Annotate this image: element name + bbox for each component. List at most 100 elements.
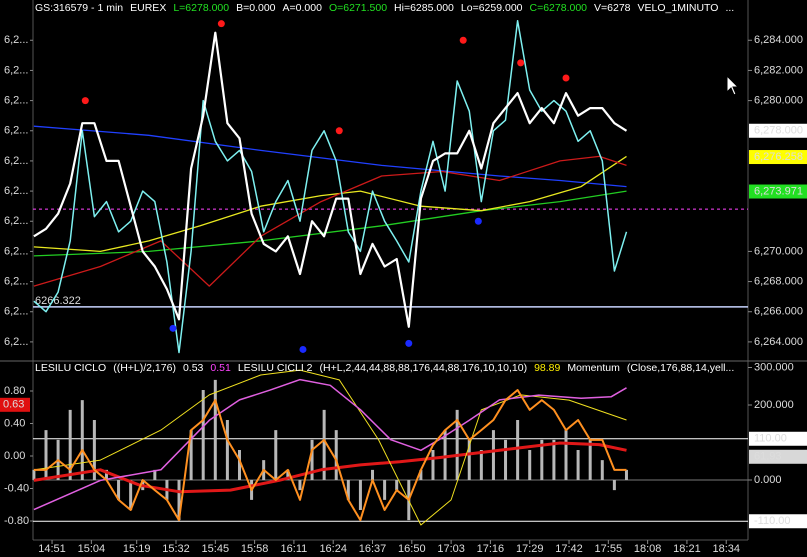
value-box <box>0 397 30 412</box>
y-tick-label: 0.40 <box>4 417 25 429</box>
x-tick-label: 17:42 <box>555 543 583 555</box>
x-tick-label: 16:11 <box>281 543 308 555</box>
value-box <box>749 123 807 138</box>
y-tick-label: 6,280.000 <box>754 95 803 107</box>
histogram-bar <box>189 430 193 481</box>
histogram-bar <box>600 460 604 481</box>
value-box-label: 6,273.971 <box>754 185 803 197</box>
header-item: LESILU CICLO <box>35 362 106 374</box>
pivot-dot <box>474 217 482 225</box>
y-tick-label: 6,2... <box>4 245 28 257</box>
y-tick-label: 6,282.000 <box>754 64 803 76</box>
level-box <box>749 514 807 529</box>
pivot-dot <box>169 324 177 332</box>
histogram-bar <box>564 430 568 481</box>
histogram-bar <box>491 430 495 481</box>
y-tick-label: 0.80 <box>4 385 25 397</box>
histogram-bar <box>286 469 290 481</box>
y-tick-label: 0.000 <box>754 474 782 486</box>
histogram-bar <box>213 379 217 481</box>
level-box-label: -110.00 <box>754 515 791 527</box>
x-tick-label: 17:55 <box>595 543 623 555</box>
value-box <box>749 184 807 199</box>
pivot-dot <box>299 345 307 353</box>
histogram-bar <box>32 469 36 481</box>
histogram-bar <box>588 439 592 481</box>
x-tick-label: 18:08 <box>634 543 662 555</box>
header-item: VELO_1MINUTO <box>638 2 719 14</box>
histogram-bar <box>310 439 314 481</box>
header-item: 98.89 <box>534 362 560 374</box>
x-tick-label: 18:21 <box>673 543 701 555</box>
value-box-label: 6,278.000 <box>754 125 803 137</box>
histogram-bar <box>153 469 157 481</box>
y-tick-label: 6,2... <box>4 306 28 318</box>
histogram-bar <box>237 450 241 481</box>
histogram-bar <box>455 409 459 481</box>
x-tick-label: 16:50 <box>398 543 426 555</box>
header-item: ... <box>725 2 734 14</box>
histogram-bar <box>44 430 48 481</box>
x-tick-label: 15:32 <box>162 543 190 555</box>
mouse-cursor <box>726 74 740 96</box>
x-tick-label: 15:58 <box>241 543 269 555</box>
series-line <box>33 155 627 287</box>
histogram-bar <box>201 390 205 481</box>
value-box-label: 0.63 <box>3 399 24 411</box>
x-tick-label: 15:04 <box>78 543 106 555</box>
pivot-dot <box>517 59 525 67</box>
pivot-dot <box>405 339 413 347</box>
header-item: A=0.000 <box>283 2 323 14</box>
x-tick-label: 15:19 <box>123 543 151 555</box>
histogram-bar <box>104 469 108 481</box>
histogram-bar <box>117 480 121 500</box>
histogram-bar <box>383 480 387 500</box>
histogram-bar <box>516 420 520 481</box>
histogram-bar <box>80 400 84 481</box>
histogram-bar <box>68 409 72 481</box>
x-tick-label: 15:45 <box>202 543 230 555</box>
y-tick-label: 0.00 <box>4 450 25 462</box>
series-line <box>33 125 627 188</box>
series-line <box>33 31 628 328</box>
x-tick-label: 17:29 <box>516 543 544 555</box>
y-tick-label: -0.40 <box>4 482 29 494</box>
header-item: C=6278.000 <box>530 2 588 14</box>
y-tick-label: 6,2... <box>4 275 28 287</box>
header-item: B=0.000 <box>236 2 276 14</box>
header-item: O=6271.500 <box>329 2 387 14</box>
histogram-bar <box>92 420 96 481</box>
pivot-dot <box>217 20 225 28</box>
value-box-label: 61.93 <box>754 451 782 463</box>
histogram-bar <box>479 450 483 481</box>
histogram-bar <box>274 430 278 481</box>
x-tick-label: 16:24 <box>319 543 347 555</box>
x-tick-label: 16:37 <box>359 543 387 555</box>
series-line <box>33 389 627 522</box>
y-tick-label: 6,266.000 <box>754 306 803 318</box>
y-tick-label: 6,2... <box>4 64 28 76</box>
header-item: (H+L,2,44,44,88,88,176,44,88,176,10,10,1… <box>320 362 528 374</box>
y-tick-label: 6,2... <box>4 34 28 46</box>
header-item: 0.53 <box>183 362 204 374</box>
histogram-bar <box>624 469 628 481</box>
histogram-bar <box>322 409 326 481</box>
histogram-bar <box>225 420 229 481</box>
y-tick-label: 6,268.000 <box>754 275 803 287</box>
level-label: 6266.322 <box>35 295 81 307</box>
y-tick-label: -0.80 <box>4 515 29 527</box>
histogram-bar <box>346 480 350 500</box>
histogram-bar <box>443 430 447 481</box>
x-tick-label: 14:51 <box>38 543 66 555</box>
histogram-bar <box>177 480 181 521</box>
y-tick-label: 6,270.000 <box>754 245 803 257</box>
header-item: GS:316579 - 1 min <box>35 2 123 14</box>
series-line <box>33 378 627 511</box>
header-item: L=6278.000 <box>173 2 229 14</box>
x-tick-label: 17:16 <box>477 543 505 555</box>
series-line <box>33 441 627 494</box>
histogram-bar <box>298 480 302 491</box>
y-tick-label: 300.000 <box>754 361 794 373</box>
histogram-bar <box>419 469 423 481</box>
histogram-bar <box>395 480 399 491</box>
